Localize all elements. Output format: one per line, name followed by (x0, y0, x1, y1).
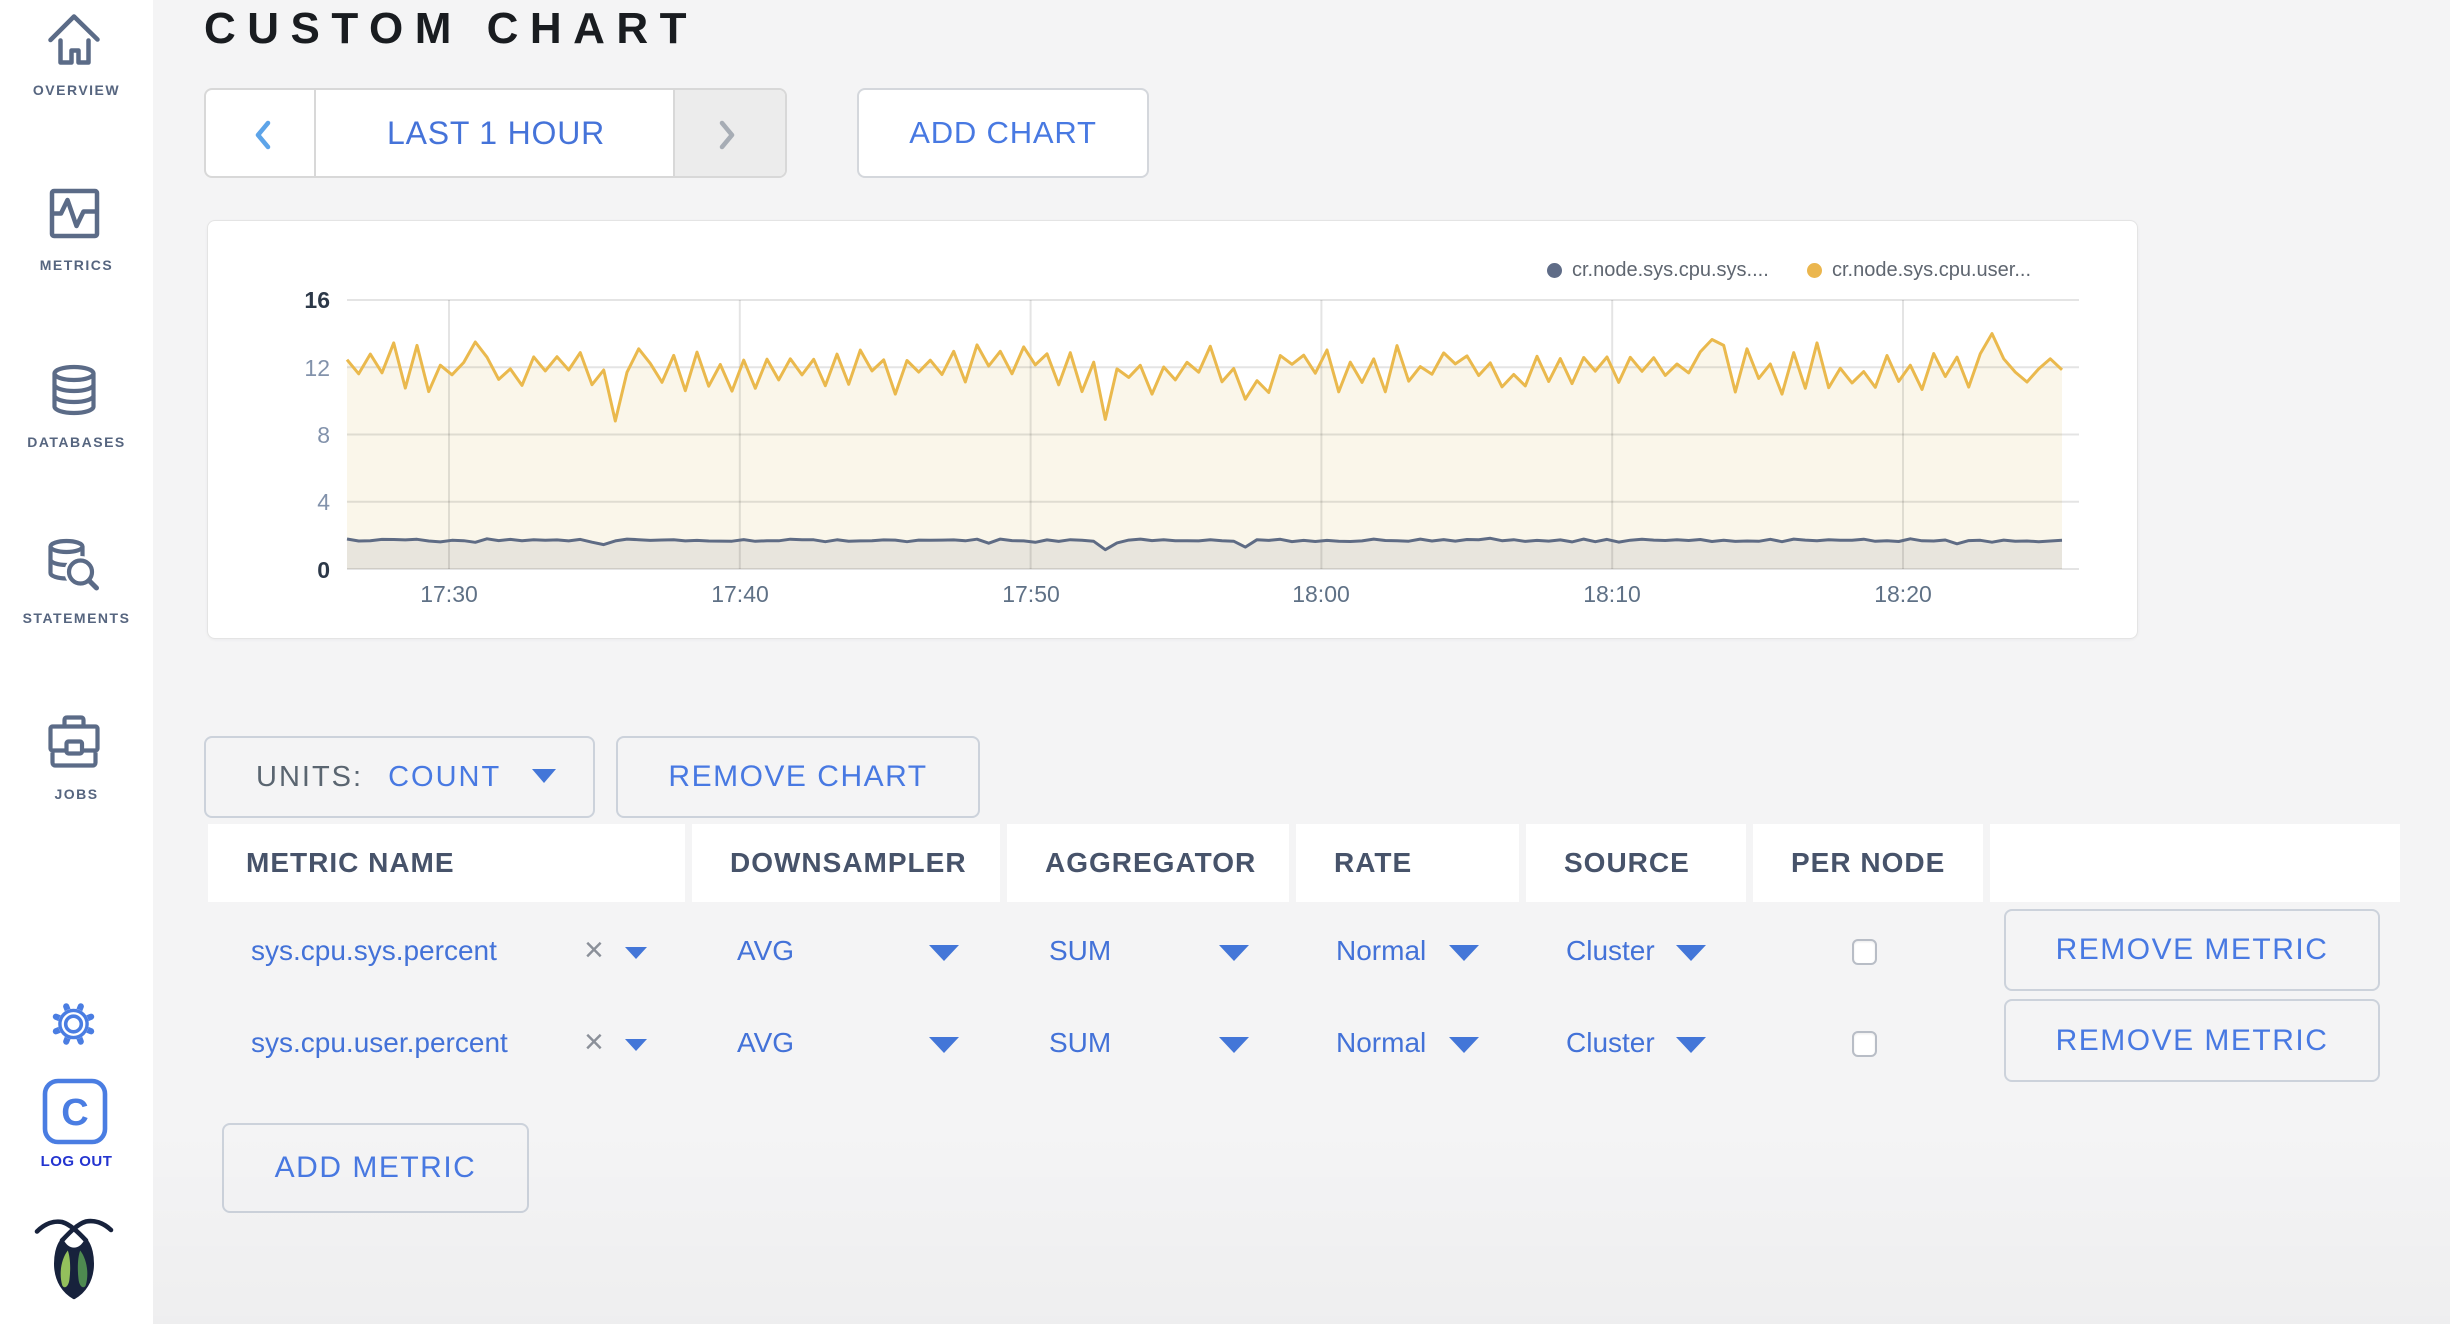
svg-text:C: C (61, 1092, 88, 1134)
